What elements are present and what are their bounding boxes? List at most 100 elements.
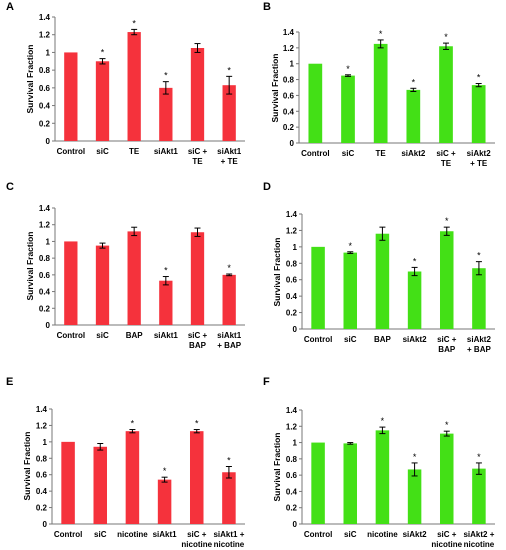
x-tick-label: Control <box>57 331 85 340</box>
x-tick-label: Control <box>57 147 85 156</box>
y-tick-label: 0.2 <box>286 309 298 318</box>
x-tick-label: siAkt2 <box>401 149 426 158</box>
significance-star: * <box>164 71 168 81</box>
significance-star: * <box>227 65 231 75</box>
x-tick-label: siC <box>94 530 107 539</box>
y-axis-title: Survival Fraction <box>272 238 282 307</box>
bar <box>190 232 205 325</box>
bar <box>311 246 325 329</box>
bar <box>159 87 173 141</box>
significance-star: * <box>413 256 417 266</box>
x-tick-label: BAP <box>189 341 207 350</box>
x-tick-label: siC <box>96 147 109 156</box>
bar <box>157 479 172 524</box>
y-tick-label: 1 <box>43 438 48 447</box>
bar <box>61 441 75 524</box>
significance-star: * <box>477 73 481 83</box>
chart-panel-b: B 0 0.2 0.4 0.6 0.8 1 1.2 1.4 Survival Fraction Co… <box>263 1 495 168</box>
x-tick-label: Control <box>304 335 332 344</box>
x-tick-label: BAP <box>126 331 144 340</box>
bar <box>406 89 421 143</box>
bar <box>190 48 205 141</box>
x-tick-label: siAkt2 <box>403 530 428 539</box>
bar <box>343 443 358 524</box>
x-tick-label: siAkt2 <box>467 335 492 344</box>
significance-star: * <box>227 263 231 273</box>
y-tick-label: 0 <box>46 137 51 146</box>
bar <box>373 43 388 144</box>
y-tick-label: 0.2 <box>283 123 295 132</box>
y-tick-label: 0.2 <box>286 504 298 513</box>
significance-star: * <box>379 29 383 39</box>
y-tick-label: 0 <box>293 520 298 529</box>
y-tick-label: 0.8 <box>39 66 51 75</box>
x-tick-label: siC <box>342 149 355 158</box>
x-tick-label: siC <box>96 331 109 340</box>
panel-label: E <box>6 376 13 388</box>
x-tick-label: siAkt1 <box>153 530 178 539</box>
y-tick-label: 1 <box>293 243 298 252</box>
y-tick-label: 0.4 <box>286 292 298 301</box>
x-tick-label: + TE <box>221 157 239 166</box>
y-tick-label: 1 <box>290 60 295 69</box>
bar <box>189 431 204 524</box>
bar <box>95 61 110 141</box>
y-tick-label: 0 <box>43 520 48 529</box>
x-tick-label: siAkt2 <box>403 335 428 344</box>
x-tick-label: siAkt2 + <box>463 530 494 539</box>
x-tick-label: siC + <box>188 147 208 156</box>
significance-star: * <box>445 420 449 430</box>
y-axis-title: Survival Fraction <box>270 54 280 123</box>
x-tick-label: nicotine <box>431 540 462 549</box>
bar <box>95 245 110 325</box>
y-tick-label: 1.4 <box>286 210 298 219</box>
y-tick-label: 0.8 <box>286 259 298 268</box>
y-tick-label: 0.2 <box>39 304 51 313</box>
bar <box>341 75 355 143</box>
bar <box>375 233 390 329</box>
x-tick-label: BAP <box>374 335 392 344</box>
y-tick-label: 0.6 <box>39 271 51 280</box>
panel-label: B <box>263 1 271 13</box>
x-tick-label: TE <box>129 147 140 156</box>
bar <box>407 469 422 524</box>
bar <box>407 271 422 329</box>
y-tick-label: 1 <box>293 439 298 448</box>
y-tick-label: 1.2 <box>39 221 51 230</box>
x-tick-label: siC + <box>188 331 208 340</box>
significance-star: * <box>412 77 416 87</box>
y-tick-label: 0.6 <box>39 84 51 93</box>
significance-star: * <box>164 266 168 276</box>
bar <box>64 241 78 325</box>
panel-label: C <box>6 181 14 193</box>
significance-star: * <box>227 456 231 466</box>
chart-panel-d: D 0 0.2 0.4 0.6 0.8 1 1.2 1.4 Survival Fraction Co… <box>263 181 495 354</box>
y-tick-label: 1.4 <box>283 28 295 37</box>
x-tick-label: siAkt1 <box>217 147 242 156</box>
significance-star: * <box>346 64 350 74</box>
x-tick-label: siAkt2 <box>467 149 492 158</box>
y-tick-label: 0.6 <box>286 276 298 285</box>
bar <box>64 52 78 141</box>
x-tick-label: nicotine <box>117 530 148 539</box>
x-tick-label: Control <box>304 530 332 539</box>
x-tick-label: siAkt1 <box>154 147 179 156</box>
x-tick-label: + BAP <box>217 341 241 350</box>
significance-star: * <box>444 32 448 42</box>
bar <box>472 268 486 329</box>
y-tick-label: 1.4 <box>39 204 51 213</box>
y-tick-label: 0.2 <box>36 504 48 513</box>
bar <box>472 468 486 524</box>
bar <box>222 274 236 325</box>
x-tick-label: Control <box>54 530 82 539</box>
y-tick-label: 1.4 <box>36 405 48 414</box>
x-tick-label: siAkt1 + <box>213 530 244 539</box>
y-tick-label: 1.4 <box>286 406 298 415</box>
x-tick-label: siC + <box>187 530 207 539</box>
chart-panel-a: A 0 0.2 0.4 0.6 0.8 1 1.2 1.4 Survival Fraction Co… <box>6 1 245 166</box>
y-tick-label: 0 <box>293 325 298 334</box>
y-tick-label: 0.6 <box>36 471 48 480</box>
chart-panel-c: C 0 0.2 0.4 0.6 0.8 1 1.2 1.4 Survival Fraction Co… <box>6 181 245 350</box>
significance-star: * <box>163 466 167 476</box>
